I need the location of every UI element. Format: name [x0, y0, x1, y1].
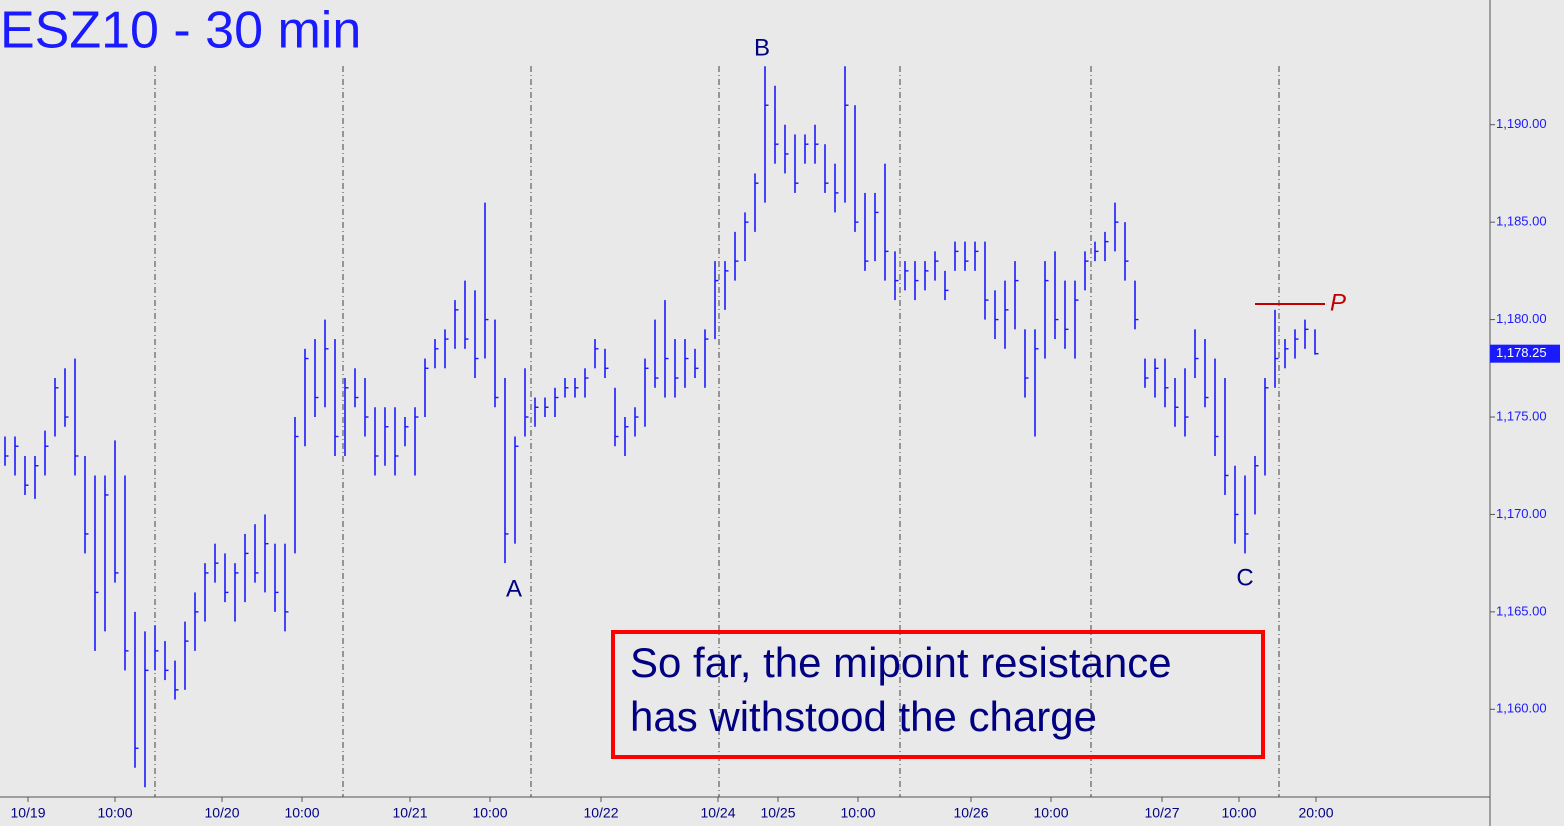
x-tick-label: 10/21 — [392, 805, 427, 821]
x-tick-label: 10:00 — [1221, 805, 1256, 821]
x-tick-label: 10:00 — [284, 805, 319, 821]
y-tick-label: 1,175.00 — [1496, 408, 1547, 423]
note-text: has withstood the charge — [630, 693, 1097, 740]
last-price-box — [1490, 344, 1560, 363]
note-text: So far, the mipoint resistance — [630, 639, 1172, 686]
x-tick-label: 10:00 — [472, 805, 507, 821]
annotation: C — [1236, 564, 1253, 591]
y-tick-label: 1,160.00 — [1496, 701, 1547, 716]
y-tick-label: 1,190.00 — [1496, 116, 1547, 131]
y-tick-label: 1,185.00 — [1496, 214, 1547, 229]
x-tick-label: 10:00 — [1033, 805, 1068, 821]
x-tick-label: 10/22 — [583, 805, 618, 821]
x-tick-label: 10/20 — [204, 805, 239, 821]
x-tick-label: 10/24 — [700, 805, 735, 821]
resistance-label: P — [1330, 289, 1346, 316]
chart-title: ESZ10 - 30 min — [0, 2, 361, 60]
note-box — [611, 630, 1265, 759]
x-tick-label: 10:00 — [840, 805, 875, 821]
x-tick-label: 10/27 — [1144, 805, 1179, 821]
y-tick-label: 1,165.00 — [1496, 603, 1547, 618]
last-price-label: 1,178.25 — [1496, 345, 1547, 360]
x-tick-label: 20:00 — [1298, 805, 1333, 821]
y-tick-label: 1,180.00 — [1496, 311, 1547, 326]
plot — [4, 66, 1319, 797]
x-tick-label: 10/26 — [953, 805, 988, 821]
annotation: B — [754, 34, 770, 61]
x-tick-label: 10:00 — [97, 805, 132, 821]
y-tick-label: 1,170.00 — [1496, 506, 1547, 521]
x-tick-label: 10/25 — [760, 805, 795, 821]
annotation: A — [506, 575, 522, 602]
x-tick-label: 10/19 — [10, 805, 45, 821]
